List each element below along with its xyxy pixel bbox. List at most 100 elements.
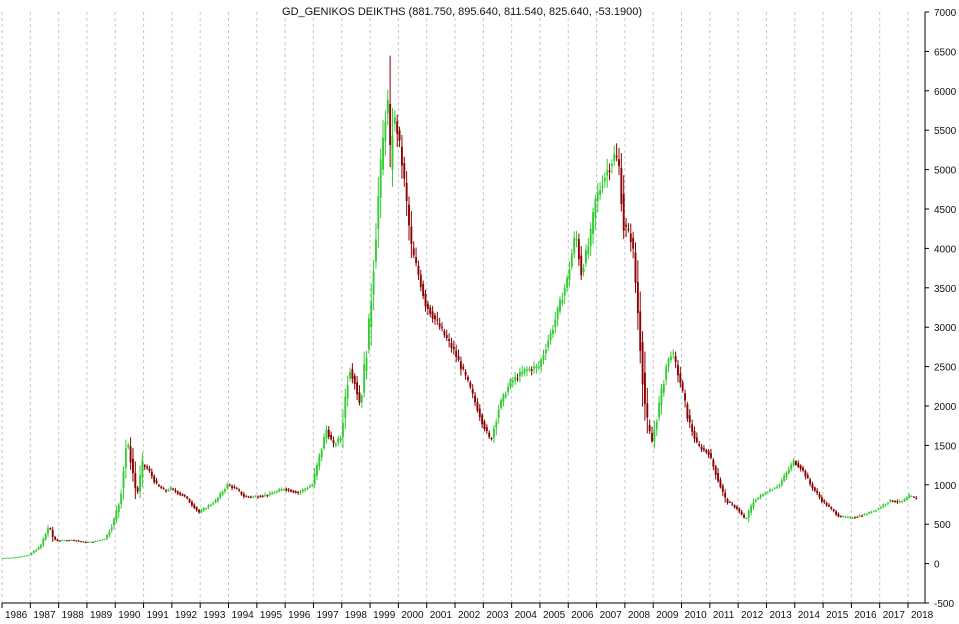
candle-body xyxy=(618,159,620,167)
x-tick-label: 2000 xyxy=(401,610,424,621)
candle-body xyxy=(523,368,526,373)
candle-body xyxy=(504,394,507,398)
chart-title: GD_GENIKOS DEIKTHS (881.750, 895.640, 81… xyxy=(282,6,642,18)
candle-body xyxy=(851,517,854,519)
candle-body xyxy=(672,352,675,354)
x-tick-label: 1986 xyxy=(5,610,28,621)
candle-body xyxy=(816,490,819,494)
candle-body xyxy=(750,505,753,513)
candle-body xyxy=(122,470,125,489)
candle-body xyxy=(488,432,491,438)
candle-body xyxy=(358,392,361,403)
candle-body xyxy=(285,488,288,491)
candle-body xyxy=(202,508,205,511)
candle-body xyxy=(809,479,812,484)
candle-body xyxy=(155,480,158,484)
candle-body xyxy=(622,194,625,231)
candle-body xyxy=(521,371,524,375)
candle-body xyxy=(537,366,540,368)
candle-body xyxy=(49,528,52,530)
candle-body xyxy=(474,395,477,403)
candle-body xyxy=(530,369,533,371)
candle-body xyxy=(47,528,49,534)
candle-body xyxy=(526,369,528,371)
candle-body xyxy=(787,469,790,473)
candle-body xyxy=(341,423,344,438)
candle-body xyxy=(332,440,335,444)
candle-body xyxy=(436,319,439,321)
x-tick-label: 2005 xyxy=(543,610,566,621)
x-tick-label: 2007 xyxy=(600,610,623,621)
candle-body xyxy=(188,499,191,503)
y-tick-label: 7000 xyxy=(934,8,957,19)
y-tick-label: 500 xyxy=(934,520,951,531)
candle-body xyxy=(613,153,616,161)
candle-body xyxy=(96,540,99,542)
candle-body xyxy=(551,329,554,334)
candle-body xyxy=(167,490,170,492)
candle-body xyxy=(63,540,66,542)
candle-body xyxy=(400,146,403,166)
candle-body xyxy=(308,486,311,488)
candle-body xyxy=(481,415,484,425)
x-tick-label: 1998 xyxy=(345,610,368,621)
candle-body xyxy=(148,468,151,471)
candle-body xyxy=(554,319,557,328)
x-tick-label: 2013 xyxy=(769,610,792,621)
candle-body xyxy=(738,508,741,512)
candle-body xyxy=(136,487,139,492)
candle-body xyxy=(492,428,495,438)
candle-body xyxy=(653,429,656,442)
candle-body xyxy=(769,489,771,492)
x-tick-label: 1996 xyxy=(288,610,311,621)
candle-body xyxy=(384,121,387,142)
candle-body xyxy=(842,516,845,518)
candle-body xyxy=(511,380,514,383)
x-tick-label: 1988 xyxy=(62,610,85,621)
candle-body xyxy=(214,500,217,503)
candle-body xyxy=(134,472,137,489)
candle-body xyxy=(44,533,47,540)
candle-body xyxy=(599,189,602,195)
candle-body xyxy=(379,159,382,198)
candle-body xyxy=(875,510,878,512)
x-tick-label: 2001 xyxy=(430,610,453,621)
candle-body xyxy=(485,427,488,431)
candle-body xyxy=(585,249,587,264)
candle-body xyxy=(658,402,661,418)
candle-body xyxy=(417,265,420,275)
y-tick-label: 3000 xyxy=(934,323,957,334)
candle-body xyxy=(806,475,809,479)
candle-body xyxy=(183,495,186,497)
x-tick-label: 1992 xyxy=(175,610,198,621)
x-tick-label: 2010 xyxy=(685,610,708,621)
candle-body xyxy=(710,453,712,458)
candle-body xyxy=(39,544,42,548)
candle-body xyxy=(740,511,743,515)
candle-body xyxy=(549,332,552,341)
y-tick-label: 1500 xyxy=(934,441,957,452)
candle-body xyxy=(757,497,760,500)
candle-body xyxy=(16,556,19,558)
candle-body xyxy=(174,490,177,492)
candle-body xyxy=(450,342,453,348)
candle-body xyxy=(747,510,750,519)
candle-body xyxy=(275,491,278,493)
x-tick-label: 2016 xyxy=(854,610,877,621)
x-tick-label: 1990 xyxy=(118,610,141,621)
candle-body xyxy=(853,517,856,519)
candle-body xyxy=(9,557,12,559)
candle-body xyxy=(459,361,462,370)
candle-body xyxy=(445,335,448,339)
candle-body xyxy=(6,557,9,559)
candle-body xyxy=(643,372,646,404)
candle-body xyxy=(714,466,717,476)
candle-body xyxy=(563,288,566,296)
candle-body xyxy=(764,493,767,495)
candle-body xyxy=(665,366,668,380)
candle-body xyxy=(290,490,292,492)
x-tick-label: 2014 xyxy=(798,610,821,621)
candle-body xyxy=(165,490,167,492)
candle-body xyxy=(721,486,724,492)
